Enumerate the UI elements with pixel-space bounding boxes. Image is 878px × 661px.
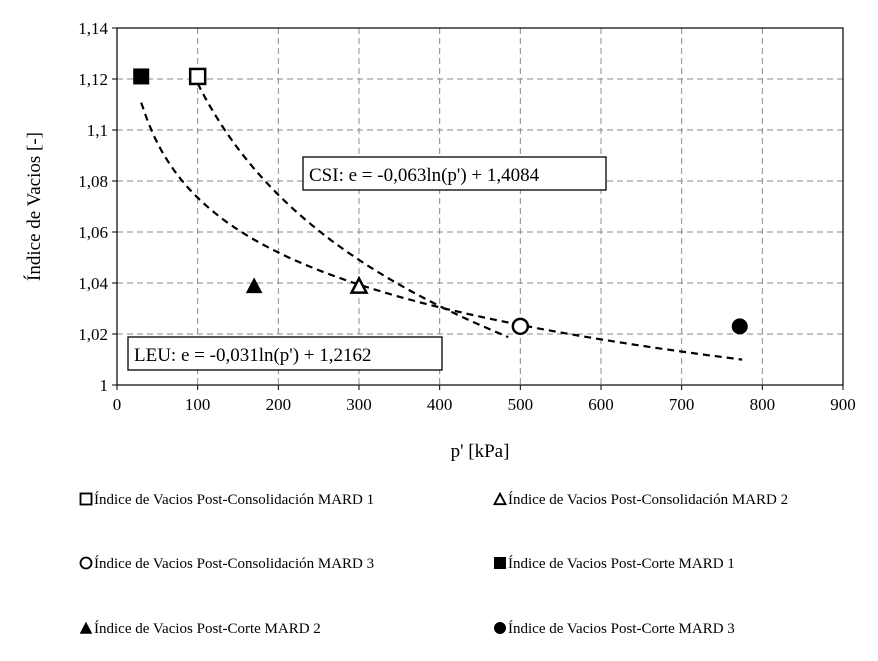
data-point-circle-open xyxy=(511,317,530,336)
x-tick-label: 700 xyxy=(669,395,695,414)
equation-labels: CSI: e = -0,063ln(p') + 1,4084 LEU: e = -… xyxy=(127,156,607,371)
legend-item: Índice de Vacios Post-Corte MARD 3 xyxy=(494,620,735,637)
legend-label: Índice de Vacios Post-Consolidación MARD… xyxy=(508,491,788,508)
y-tick-label: 1,06 xyxy=(78,223,108,242)
data-point-square-open xyxy=(188,67,207,86)
grid xyxy=(117,28,843,385)
trendline-csi xyxy=(196,82,509,339)
legend-marker-triangle-filled xyxy=(79,621,93,634)
data-point-square-filled xyxy=(133,68,150,85)
legend-item: Índice de Vacios Post-Consolidación MARD… xyxy=(79,555,374,572)
x-tick-label: 900 xyxy=(830,395,856,414)
x-tick-label: 200 xyxy=(266,395,292,414)
legend-label: Índice de Vacios Post-Consolidación MARD… xyxy=(94,491,374,508)
legend-item: Índice de Vacios Post-Consolidación MARD… xyxy=(79,491,374,508)
equation-box-csi: CSI: e = -0,063ln(p') + 1,4084 xyxy=(302,156,607,191)
legend-marker-circle-open xyxy=(79,556,93,570)
y-tick-label: 1,12 xyxy=(78,70,108,89)
y-tick-label: 1 xyxy=(100,376,109,395)
data-point-triangle-open xyxy=(349,275,369,294)
legend-marker-square-open xyxy=(79,492,93,506)
legend-item: Índice de Vacios Post-Corte MARD 2 xyxy=(79,620,321,637)
y-tick-label: 1,02 xyxy=(78,325,108,344)
equation-box-leu: LEU: e = -0,031ln(p') + 1,2162 xyxy=(127,336,443,371)
data-point-triangle-filled xyxy=(245,277,263,294)
equation-label-csi: CSI: e = -0,063ln(p') + 1,4084 xyxy=(309,165,540,186)
equation-box-frame xyxy=(127,336,443,371)
equation-box-frame xyxy=(302,156,607,191)
x-tick-label: 600 xyxy=(588,395,614,414)
legend-item: Índice de Vacios Post-Consolidación MARD… xyxy=(492,491,788,508)
y-tick-label: 1,14 xyxy=(78,19,108,38)
x-tick-label: 300 xyxy=(346,395,372,414)
legend-label: Índice de Vacios Post-Corte MARD 3 xyxy=(508,620,735,637)
y-tick-label: 1,1 xyxy=(87,121,108,140)
legend: Índice de Vacios Post-Consolidación MARD… xyxy=(79,491,788,637)
plot-area-frame xyxy=(116,27,844,386)
data-point-circle-filled xyxy=(731,318,748,335)
x-tick-label: 500 xyxy=(508,395,534,414)
x-tick-label: 800 xyxy=(750,395,776,414)
legend-item: Índice de Vacios Post-Corte MARD 1 xyxy=(494,555,735,572)
y-tick-label: 1,04 xyxy=(78,274,108,293)
x-tick-label: 100 xyxy=(185,395,211,414)
legend-marker-triangle-open xyxy=(492,491,508,506)
data-points xyxy=(133,67,748,336)
legend-marker-square-filled xyxy=(494,557,506,569)
legend-label: Índice de Vacios Post-Consolidación MARD… xyxy=(94,555,374,572)
x-tick-label: 0 xyxy=(113,395,122,414)
legend-label: Índice de Vacios Post-Corte MARD 1 xyxy=(508,555,735,572)
legend-label: Índice de Vacios Post-Corte MARD 2 xyxy=(94,620,321,637)
equation-label-leu: LEU: e = -0,031ln(p') + 1,2162 xyxy=(134,345,372,366)
legend-marker-circle-filled xyxy=(494,622,506,634)
trendlines xyxy=(140,82,743,361)
y-axis-ticks: 1 1,02 1,04 1,06 1,08 1,1 1,12 1,14 xyxy=(78,19,117,395)
x-axis-ticks: 0 100 200 300 400 500 600 700 800 900 xyxy=(113,385,856,414)
y-tick-label: 1,08 xyxy=(78,172,108,191)
x-tick-label: 400 xyxy=(427,395,453,414)
x-axis-title: p' [kPa] xyxy=(451,441,510,462)
y-axis-title: Índice de Vacios [-] xyxy=(23,132,45,281)
